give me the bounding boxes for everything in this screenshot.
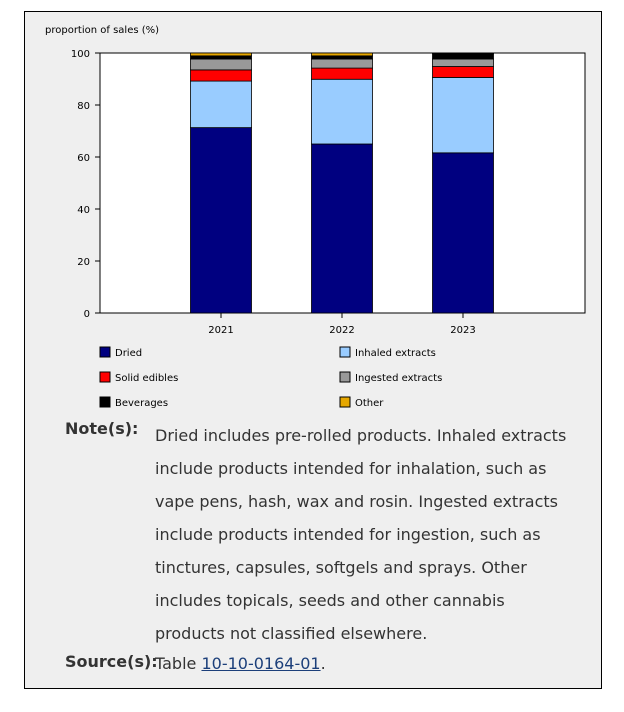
bar-segment-dried: [432, 152, 494, 314]
y-tick-label: 60: [77, 153, 90, 164]
bar-segment-ingested-extracts: [432, 58, 494, 67]
y-tick-label: 80: [77, 101, 90, 112]
x-axis-ticks: 2021 2022 2023: [208, 313, 476, 336]
source-table-link[interactable]: 10-10-0164-01: [201, 654, 321, 673]
legend-swatch: [339, 371, 351, 383]
legend-swatch: [99, 396, 111, 408]
legend-label: Other: [355, 398, 384, 409]
legend-swatch: [99, 346, 111, 358]
legend-label: Beverages: [115, 398, 168, 409]
notes-text: Dried includes pre-rolled products. Inha…: [155, 426, 567, 643]
bar-segment-other: [190, 52, 252, 57]
notes-label: Note(s):: [65, 419, 139, 438]
bar-segment-other: [432, 52, 494, 55]
bar-segment-beverages: [311, 55, 373, 60]
source-suffix: .: [320, 654, 326, 673]
y-axis-title: proportion of sales (%): [45, 25, 159, 36]
legend-label: Ingested extracts: [355, 373, 442, 384]
legend: Dried Inhaled extracts Solid edibles Ingest…: [99, 346, 442, 409]
y-axis-ticks: 0 20 40 60 80 100: [71, 49, 100, 320]
y-tick-label: 100: [71, 49, 90, 60]
bar-segment-other: [311, 52, 373, 57]
bar-segment-solid-edibles: [190, 69, 252, 82]
source-prefix: Table: [155, 654, 202, 673]
bar-segment-inhaled-extracts: [432, 77, 494, 154]
source-text: Table 10-10-0164-01.: [155, 652, 575, 676]
bar-segment-beverages: [190, 55, 252, 60]
bar-stacks: [190, 52, 494, 314]
bar-segment-dried: [311, 143, 373, 314]
bar-segment-ingested-extracts: [311, 58, 373, 69]
y-tick-label: 40: [77, 205, 90, 216]
legend-swatch: [339, 396, 351, 408]
bar-segment-beverages: [432, 53, 494, 60]
bar-segment-dried: [190, 127, 252, 314]
x-tick-label: 2023: [450, 325, 475, 336]
x-tick-label: 2021: [208, 325, 233, 336]
bar-segment-inhaled-extracts: [190, 80, 252, 129]
y-tick-label: 20: [77, 257, 90, 268]
stacked-bar-chart: proportion of sales (%) 0 20 40 60 80 100 202…: [45, 25, 586, 409]
legend-label: Inhaled extracts: [355, 348, 436, 359]
source-label: Source(s):: [65, 652, 158, 671]
x-tick-label: 2022: [329, 325, 354, 336]
legend-label: Solid edibles: [115, 373, 178, 384]
bar-segment-solid-edibles: [432, 66, 494, 78]
legend-swatch: [99, 371, 111, 383]
chart-figure: proportion of sales (%) 0 20 40 60 80 100 202…: [24, 11, 602, 689]
bar-segment-solid-edibles: [311, 67, 373, 80]
legend-label: Dried: [115, 348, 142, 359]
bar-segment-ingested-extracts: [190, 58, 252, 71]
bar-segment-inhaled-extracts: [311, 78, 373, 145]
y-tick-label: 0: [84, 309, 90, 320]
legend-swatch: [339, 346, 351, 358]
